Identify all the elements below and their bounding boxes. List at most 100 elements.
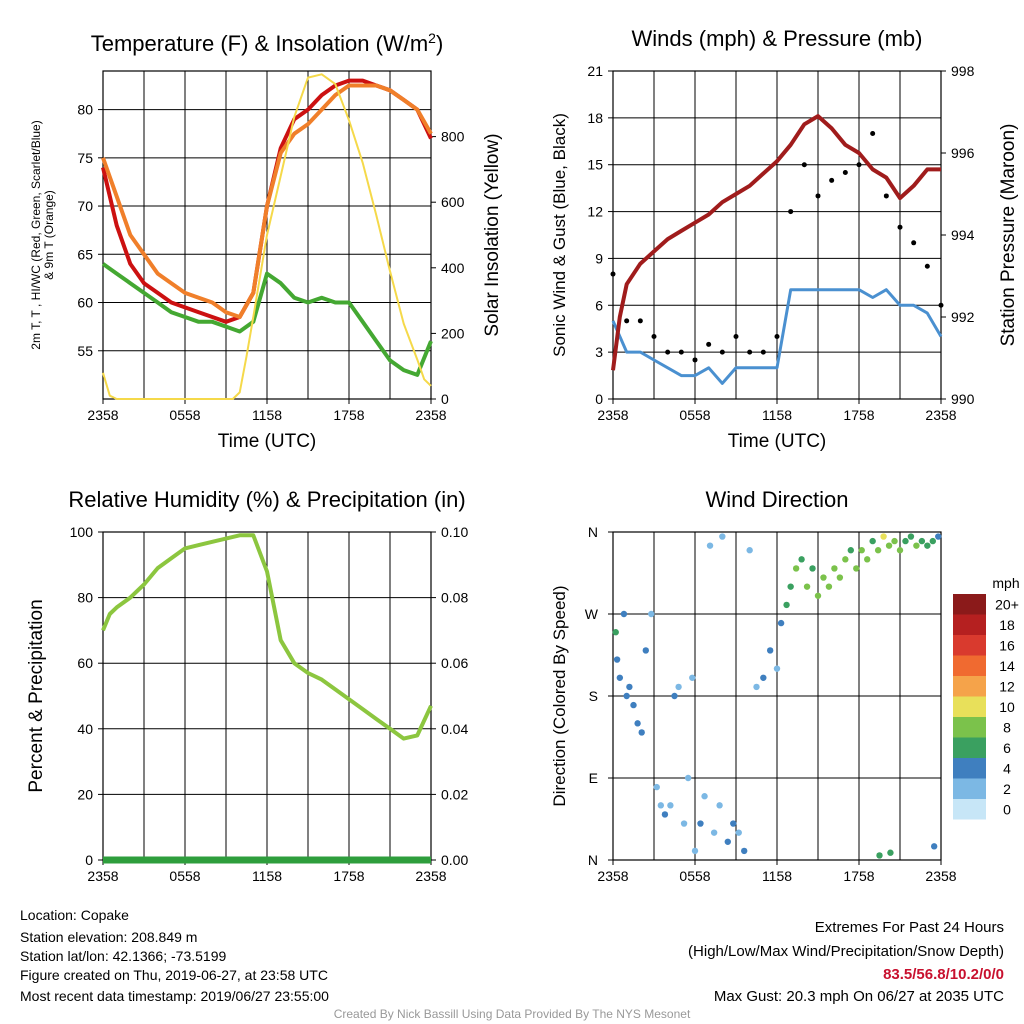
y-axis-tick-label: 20 xyxy=(77,786,93,802)
gust-point xyxy=(610,271,616,277)
direction-point xyxy=(874,547,882,554)
colorbar-swatch xyxy=(953,676,986,697)
direction-point xyxy=(730,820,737,827)
direction-point xyxy=(885,542,893,549)
direction-point xyxy=(820,574,827,581)
direction-point xyxy=(630,701,637,709)
direction-point xyxy=(876,852,883,859)
y-axis-tick-label: 0 xyxy=(595,391,603,407)
direction-point xyxy=(809,565,816,572)
direction-point xyxy=(648,610,655,618)
colorbar-label: 12 xyxy=(999,678,1015,694)
colorbar-label: 14 xyxy=(999,658,1015,674)
y2-axis-tick-label: 200 xyxy=(441,325,465,341)
y2-axis-tick-label: 996 xyxy=(951,145,975,161)
x-tick-label: 0558 xyxy=(169,407,200,423)
y-axis-tick-label: 21 xyxy=(587,63,603,79)
y-axis-label: Direction (Colored By Speed) xyxy=(550,585,569,806)
direction-point xyxy=(907,533,915,540)
gust-point xyxy=(760,349,766,355)
direction-point xyxy=(706,542,714,549)
latlon-text: Station lat/lon: 42.1366; -73.5199 xyxy=(20,948,227,964)
y-axis-tick-label: 70 xyxy=(77,198,93,214)
y-axis-tick-label: 3 xyxy=(595,344,603,360)
y2-axis-tick-label: 0.04 xyxy=(441,721,468,737)
gust-point xyxy=(665,349,671,355)
y-axis-tick-label: 6 xyxy=(595,297,603,313)
title-main: Temperature (F) & Insolation (W/m xyxy=(91,31,428,56)
direction-point xyxy=(787,583,794,590)
x-axis-label: Time (UTC) xyxy=(218,431,317,452)
colorbar-label: 20+ xyxy=(995,596,1019,612)
gust-point xyxy=(911,240,917,246)
gust-point xyxy=(897,224,903,230)
direction-point xyxy=(814,592,822,599)
direction-point xyxy=(803,583,811,590)
direction-point xyxy=(642,647,649,654)
direction-point xyxy=(773,665,781,672)
x-tick-label: 2358 xyxy=(925,868,956,884)
x-tick-label: 1758 xyxy=(333,407,364,423)
direction-point xyxy=(719,533,726,540)
y2-axis-tick-label: 0.10 xyxy=(441,524,468,540)
x-tick-label: 1158 xyxy=(252,868,282,884)
direction-point xyxy=(798,556,805,563)
gust-point xyxy=(924,263,930,269)
direction-point xyxy=(891,537,898,545)
direction-point xyxy=(689,674,696,681)
colorbar-swatch xyxy=(953,594,986,615)
y2-axis-tick-label: 0.08 xyxy=(441,590,468,606)
gust-point xyxy=(678,349,684,355)
y-axis-tick-label: 80 xyxy=(77,102,93,118)
direction-point xyxy=(858,547,865,554)
direction-point xyxy=(684,774,692,782)
direction-point xyxy=(724,838,731,845)
direction-point xyxy=(847,547,854,554)
x-tick-label: 1158 xyxy=(252,407,282,423)
colorbar-label: 2 xyxy=(1003,781,1011,797)
gust-point xyxy=(883,193,889,199)
direction-point xyxy=(880,533,887,540)
colorbar-swatch xyxy=(953,696,986,717)
direction-point xyxy=(935,533,942,540)
extremes-values: 83.5/56.8/10.2/0/0 xyxy=(883,966,1004,983)
direction-point xyxy=(753,683,760,691)
y2-axis-label: Solar Insolation (Yellow) xyxy=(482,133,503,336)
direction-point xyxy=(613,656,621,663)
gust-point xyxy=(719,349,725,355)
gust-point xyxy=(637,318,643,324)
x-tick-label: 1758 xyxy=(843,407,874,423)
y-axis-tick-label: 12 xyxy=(587,204,603,220)
direction-point xyxy=(930,843,938,850)
y-axis-tick-label: 60 xyxy=(77,295,93,311)
gust-point xyxy=(651,334,657,340)
y-axis-tick-label: 80 xyxy=(77,590,93,606)
x-tick-label: 2358 xyxy=(597,407,628,423)
gust-point xyxy=(774,334,780,340)
y-axis-tick-label: 65 xyxy=(77,246,93,262)
colorbar-label: 8 xyxy=(1003,719,1011,735)
series-line-2 xyxy=(611,114,941,371)
y-axis-tick-label: W xyxy=(585,606,599,622)
direction-point xyxy=(831,565,838,572)
direction-point xyxy=(869,537,876,545)
direction-point xyxy=(634,720,641,727)
location-text: Location: Copake xyxy=(20,907,129,923)
panel-title: Wind Direction xyxy=(705,487,848,512)
y-axis-tick-label: N xyxy=(588,524,598,540)
colorbar-swatch xyxy=(953,799,986,820)
y2-axis-label: Station Pressure (Maroon) xyxy=(998,124,1019,347)
gust-point xyxy=(801,162,807,168)
colorbar-swatch xyxy=(953,758,986,779)
y-axis-tick-label: E xyxy=(589,770,598,786)
series-line-2 xyxy=(101,262,433,377)
direction-point xyxy=(792,565,800,572)
series-line-0 xyxy=(101,533,433,741)
direction-point xyxy=(924,542,931,549)
y2-axis-tick-label: 600 xyxy=(441,194,465,210)
direction-point xyxy=(667,802,674,809)
y2-axis-tick-label: 0.02 xyxy=(441,786,468,802)
x-axis-label: Time (UTC) xyxy=(728,431,827,452)
y-axis-tick-label: 60 xyxy=(77,655,93,671)
